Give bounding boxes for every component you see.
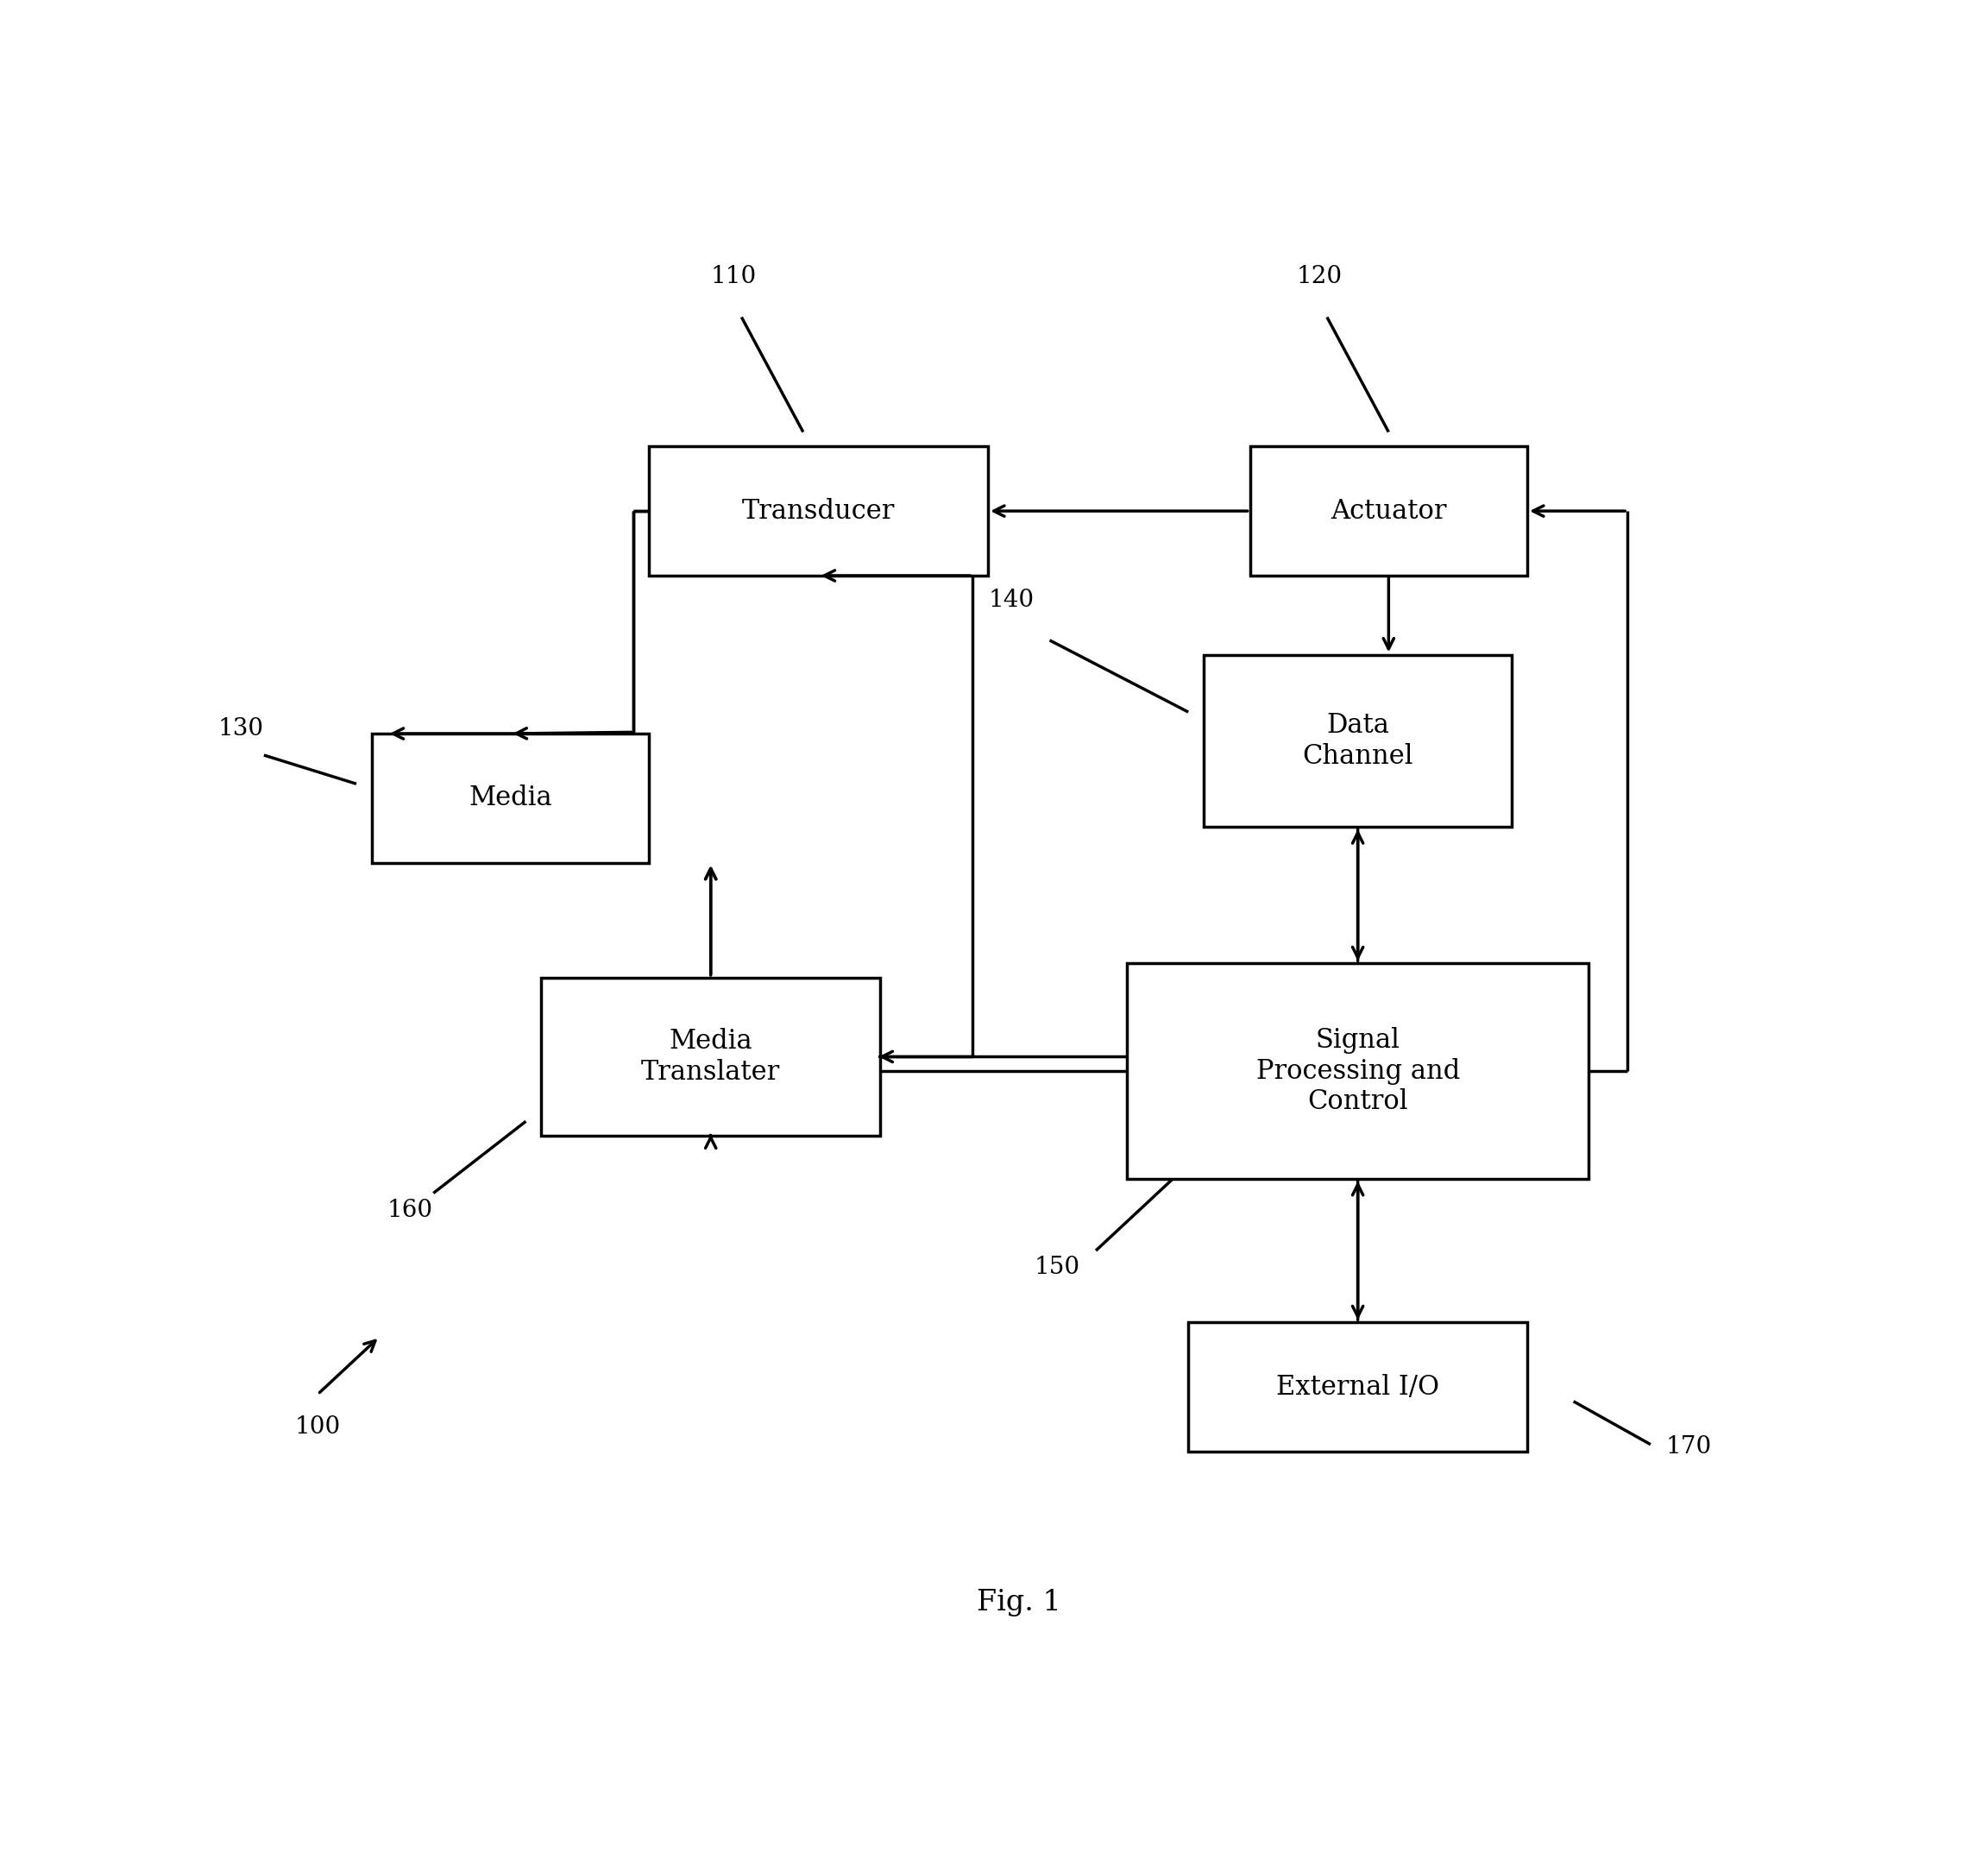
Bar: [1250, 446, 1527, 576]
Bar: [541, 977, 881, 1136]
Text: Signal
Processing and
Control: Signal Processing and Control: [1256, 1028, 1459, 1115]
Bar: [1189, 1322, 1527, 1451]
Text: 140: 140: [988, 587, 1034, 612]
Text: 160: 160: [388, 1199, 433, 1222]
Text: External I/O: External I/O: [1276, 1375, 1439, 1401]
Text: Media: Media: [469, 785, 553, 811]
Bar: [648, 446, 988, 576]
Text: 100: 100: [294, 1416, 340, 1440]
Text: 150: 150: [1034, 1255, 1079, 1279]
Text: Fig. 1: Fig. 1: [976, 1589, 1062, 1617]
Text: Data
Channel: Data Channel: [1302, 712, 1413, 770]
Text: 120: 120: [1296, 265, 1342, 289]
Bar: [1203, 655, 1511, 826]
Bar: [1127, 964, 1588, 1179]
Text: 110: 110: [712, 265, 757, 289]
Text: 170: 170: [1666, 1436, 1712, 1458]
Text: Media
Translater: Media Translater: [642, 1028, 779, 1085]
Bar: [372, 733, 648, 863]
Text: Actuator: Actuator: [1330, 498, 1447, 524]
Text: Transducer: Transducer: [742, 498, 895, 524]
Text: 130: 130: [219, 718, 264, 740]
